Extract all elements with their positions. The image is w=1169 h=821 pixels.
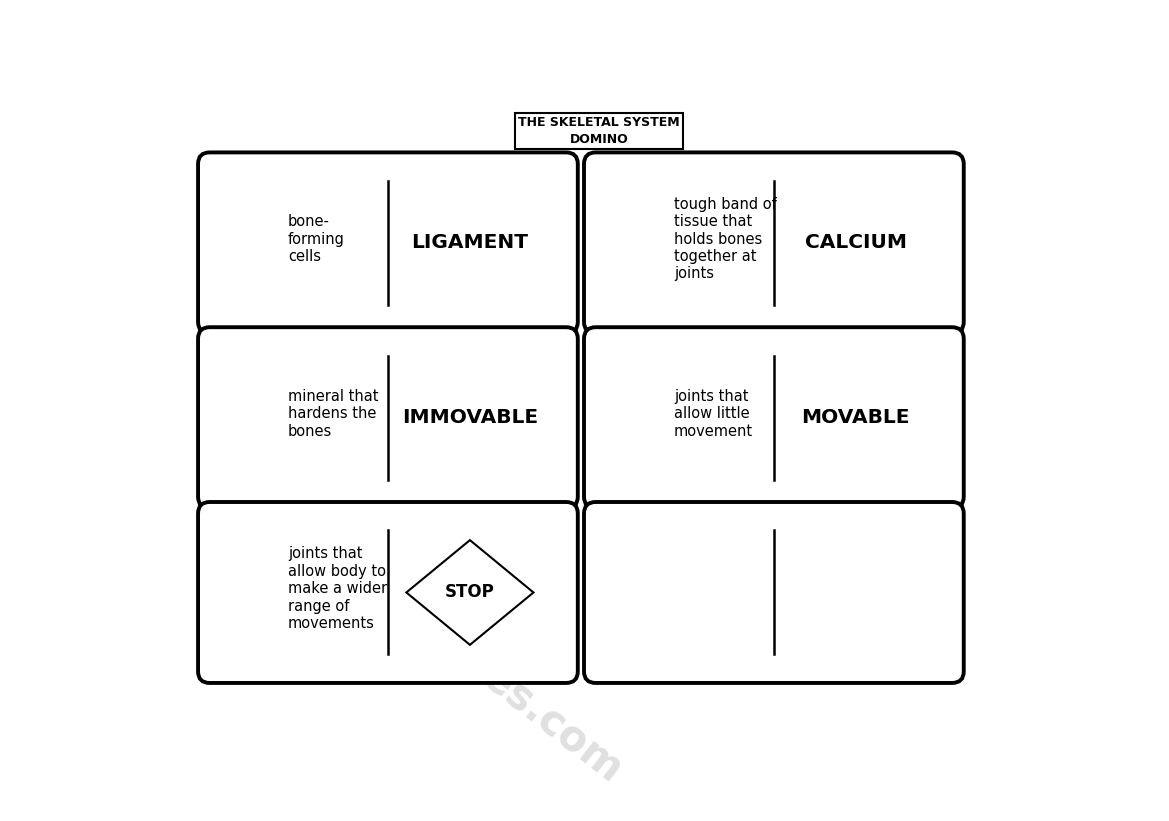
Text: ESLprintables.com: ESLprintables.com xyxy=(260,491,630,793)
FancyBboxPatch shape xyxy=(198,153,577,333)
FancyBboxPatch shape xyxy=(198,502,577,683)
Text: joints that
allow body to
make a wider
range of
movements: joints that allow body to make a wider r… xyxy=(288,546,387,631)
Text: joints that
allow little
movement: joints that allow little movement xyxy=(675,389,753,438)
Text: CALCIUM: CALCIUM xyxy=(805,233,907,252)
Polygon shape xyxy=(407,540,533,644)
Text: mineral that
hardens the
bones: mineral that hardens the bones xyxy=(288,389,379,438)
Text: MOVABLE: MOVABLE xyxy=(802,408,911,427)
Text: IMMOVABLE: IMMOVABLE xyxy=(402,408,538,427)
Text: tough band of
tissue that
holds bones
together at
joints: tough band of tissue that holds bones to… xyxy=(675,197,777,282)
Text: STOP: STOP xyxy=(445,584,494,602)
Text: LIGAMENT: LIGAMENT xyxy=(411,233,528,252)
FancyBboxPatch shape xyxy=(584,502,963,683)
Text: THE SKELETAL SYSTEM
DOMINO: THE SKELETAL SYSTEM DOMINO xyxy=(518,116,680,146)
FancyBboxPatch shape xyxy=(584,153,963,333)
FancyBboxPatch shape xyxy=(198,328,577,508)
Text: bone-
forming
cells: bone- forming cells xyxy=(288,214,345,264)
FancyBboxPatch shape xyxy=(584,328,963,508)
